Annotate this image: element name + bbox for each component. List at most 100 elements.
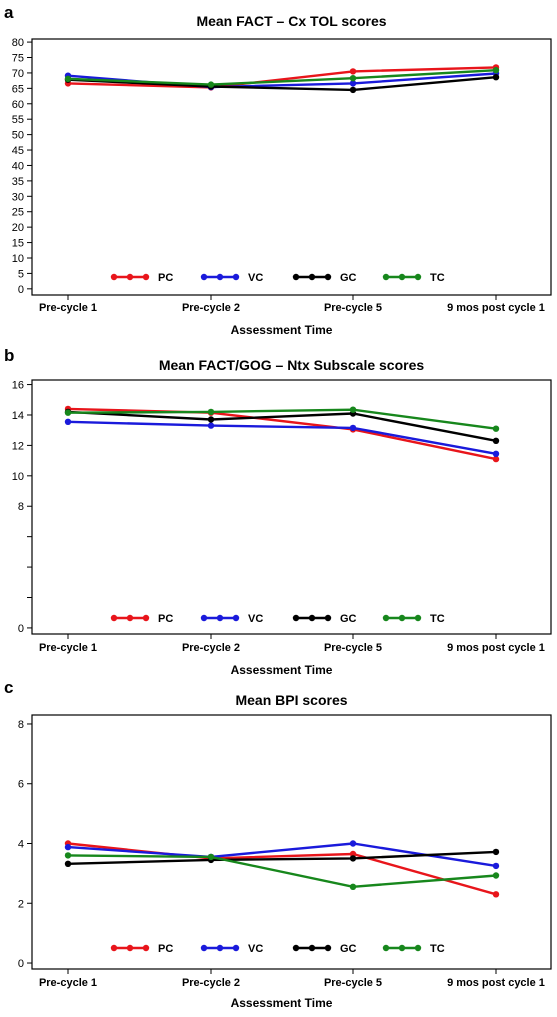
data-point	[492, 67, 500, 74]
legend-item-gc: GC	[292, 943, 357, 955]
x-tick-label: Pre-cycle 5	[324, 302, 382, 314]
y-tick-label: 5	[18, 268, 24, 280]
legend-swatch-point	[382, 273, 390, 281]
legend-item-pc: PC	[110, 613, 173, 625]
legend-swatch-point	[398, 944, 406, 952]
y-tick-label: 8	[18, 719, 24, 731]
y-tick-label: 55	[12, 114, 24, 126]
y-tick-label: 20	[12, 222, 24, 234]
legend-swatch-point	[308, 273, 316, 281]
y-tick-label: 50	[12, 130, 24, 142]
series-line	[67, 76, 497, 92]
legend-swatch-point	[324, 614, 332, 622]
legend-swatch-point	[216, 273, 224, 281]
legend-item-tc: TC	[382, 613, 445, 625]
legend-swatch-point	[110, 273, 118, 281]
series-line	[67, 66, 497, 89]
legend-item-vc: VC	[200, 613, 263, 625]
data-point	[64, 418, 72, 425]
legend-swatch-point	[292, 614, 300, 622]
data-point	[349, 406, 357, 413]
data-point	[207, 422, 215, 429]
series-line	[67, 407, 497, 461]
data-point	[492, 848, 500, 856]
legend-swatch-point	[324, 273, 332, 281]
legend-label: TC	[430, 272, 445, 284]
legend-label: TC	[430, 943, 445, 955]
data-point	[207, 416, 215, 423]
legend-item-vc: VC	[200, 272, 263, 284]
legend-label: TC	[430, 613, 445, 625]
legend-item-tc: TC	[382, 943, 445, 955]
data-point	[492, 891, 500, 898]
legend-swatch-point	[232, 273, 240, 281]
legend-swatch-point	[110, 614, 118, 622]
legend-swatch-point	[216, 614, 224, 622]
legend-swatch-point	[382, 944, 390, 952]
y-tick-label: 45	[12, 145, 24, 157]
y-tick-label: 70	[12, 68, 24, 80]
data-point	[492, 455, 500, 463]
data-point	[349, 86, 357, 94]
y-tick-label: 75	[12, 53, 24, 65]
y-tick-label: 60	[12, 99, 24, 111]
data-point	[349, 850, 357, 858]
data-point	[349, 840, 357, 847]
data-point	[492, 862, 500, 870]
legend-swatch-point	[200, 944, 208, 952]
legend-item-vc: VC	[200, 943, 263, 955]
legend-swatch-point	[200, 273, 208, 281]
panel-letter: c	[4, 678, 13, 697]
series-line	[67, 854, 497, 889]
chart-panel-c: c Mean BPI scores 0 2 4 6 8 Pre-cycle 1 Pre-cycl…	[4, 678, 552, 1010]
series-line	[67, 420, 497, 455]
legend-swatch-point	[110, 944, 118, 952]
y-tick-label: 10	[12, 471, 24, 483]
series-line	[67, 69, 497, 86]
y-tick-label: 4	[18, 838, 24, 850]
legend-swatch-point	[324, 944, 332, 952]
legend-item-tc: TC	[382, 272, 445, 284]
panel-letter: a	[4, 3, 14, 22]
legend-label: PC	[158, 272, 173, 284]
y-tick-label: 15	[12, 238, 24, 250]
legend-item-pc: PC	[110, 943, 173, 955]
legend-swatch-point	[308, 614, 316, 622]
y-tick-label: 25	[12, 207, 24, 219]
x-axis-label: Assessment Time	[231, 323, 333, 337]
data-point	[492, 872, 500, 879]
plot-frame	[31, 714, 552, 970]
legend-swatch-point	[126, 944, 134, 952]
x-tick-label: 9 mos post cycle 1	[447, 302, 545, 314]
chart-title: Mean BPI scores	[235, 692, 347, 708]
data-point	[349, 883, 357, 890]
legend-swatch-point	[292, 944, 300, 952]
legend-swatch-point	[232, 614, 240, 622]
data-point	[349, 68, 357, 75]
legend-swatch-point	[216, 944, 224, 952]
x-tick-label: 9 mos post cycle 1	[447, 977, 545, 989]
x-tick-label: Pre-cycle 5	[324, 977, 382, 989]
x-tick-label: 9 mos post cycle 1	[447, 642, 545, 654]
plot-frame	[31, 38, 552, 296]
data-point	[64, 409, 72, 416]
legend-label: PC	[158, 943, 173, 955]
data-point	[492, 74, 500, 81]
x-tick-label: Pre-cycle 2	[182, 302, 240, 314]
y-tick-label: 10	[12, 253, 24, 265]
legend: PC VC GC TC	[110, 613, 445, 625]
data-point	[207, 81, 215, 88]
x-tick-label: Pre-cycle 2	[182, 977, 240, 989]
legend-swatch-point	[126, 273, 134, 281]
data-point	[349, 75, 357, 82]
legend-swatch-point	[398, 614, 406, 622]
x-axis-label: Assessment Time	[231, 996, 333, 1010]
y-tick-label: 12	[12, 440, 24, 452]
legend-swatch-point	[200, 614, 208, 622]
legend-item-gc: GC	[292, 613, 357, 625]
series-line	[67, 850, 497, 865]
data-point	[64, 852, 72, 859]
y-tick-label: 8	[18, 501, 24, 513]
